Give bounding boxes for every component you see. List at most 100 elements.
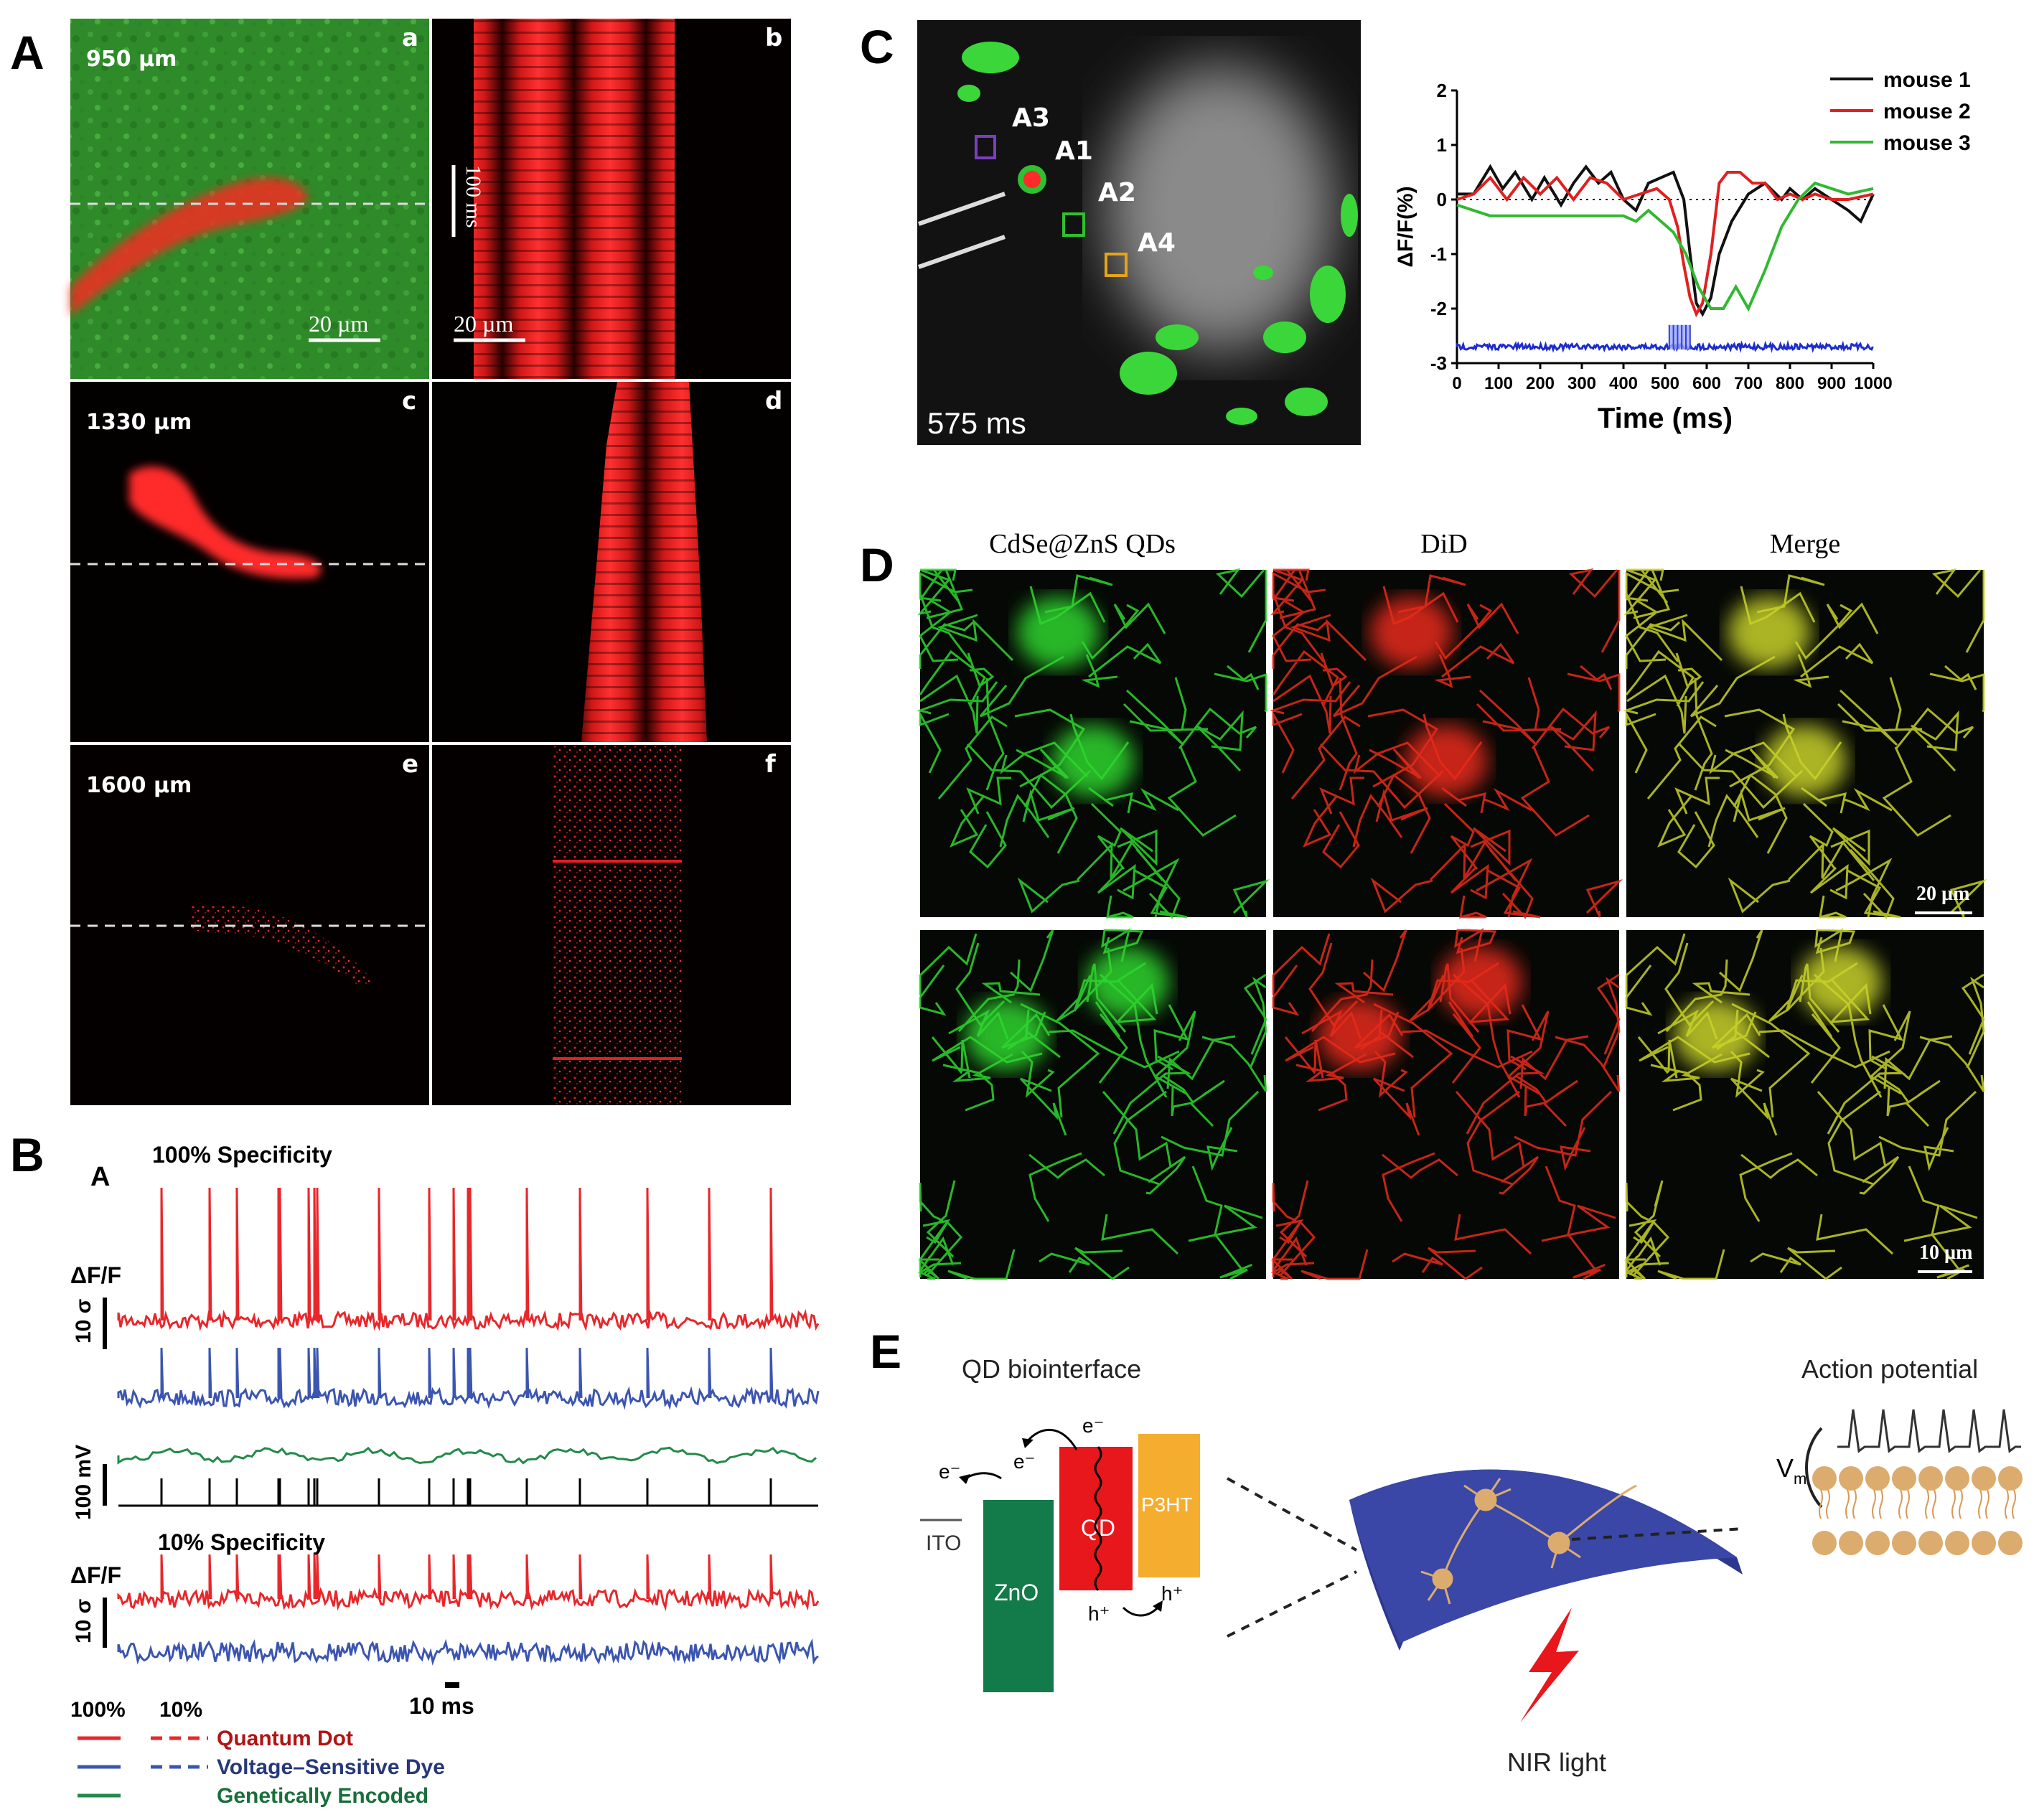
zno-label: ZnO: [994, 1580, 1039, 1605]
image-a-vessel: [70, 177, 309, 316]
lipid-head-top: [1865, 1466, 1890, 1491]
roi-label-a1: A1: [1055, 136, 1093, 166]
p3ht-label: P3HT: [1141, 1493, 1193, 1516]
time-stamp: 575 ms: [927, 406, 1026, 440]
title-10-specificity: 10% Specificity: [158, 1529, 325, 1555]
image-d-cell-body: [1728, 596, 1812, 669]
sigma-label-bottom: 10 σ: [72, 1599, 95, 1643]
hole-label-qd: h⁺: [1088, 1603, 1110, 1625]
photon-squiggle: [1094, 1446, 1102, 1591]
trace-genetically-encoded: [117, 1446, 817, 1465]
image-d-cell-body: [1405, 725, 1488, 797]
panel-e: E QD biointerface Action potential ITO Z…: [870, 1325, 2023, 1777]
image-c-vessel: [129, 466, 322, 579]
chart-c-y-tick-label: 1: [1437, 134, 1447, 156]
electron-label-ito: e⁻: [939, 1460, 960, 1483]
neurons-on-substrate: [1420, 1478, 1637, 1605]
lightning-icon: [1520, 1608, 1579, 1722]
chart-c-legend-label: mouse 1: [1883, 68, 1971, 92]
chart-c-x-tick-label: 200: [1526, 374, 1555, 393]
chart-c-series-mouse-1: [1457, 164, 1875, 317]
chart-c-x-tick-label: 0: [1452, 374, 1461, 393]
chart-c-y-tick-label: -2: [1430, 298, 1447, 319]
electron-ito-arrowhead: [959, 1474, 970, 1484]
legend: Quantum Dot Voltage–Sensitive Dye Geneti…: [78, 1727, 445, 1808]
image-d-cell-body: [1439, 946, 1523, 1018]
action-potential-trace: [1837, 1409, 2021, 1453]
roi-label-a4: A4: [1138, 228, 1176, 258]
mv-label: 100 mV: [72, 1445, 95, 1520]
panel-label-b: B: [10, 1128, 44, 1181]
chart-c-x-tick-label: 400: [1609, 374, 1638, 393]
chart-c-x-tick-label: 300: [1567, 374, 1596, 393]
image-d-qds-row2: [917, 927, 1267, 1280]
chart-c-x-tick-label: 600: [1692, 374, 1721, 393]
vm-subscript: m: [1794, 1470, 1806, 1488]
lipid-head-bottom: [1918, 1531, 1943, 1555]
chart-c-y-tick-label: -3: [1430, 352, 1447, 374]
depth-label-e: 1600 µm: [86, 773, 192, 798]
lipid-tail: [1925, 1489, 1936, 1519]
lipid-tail: [1978, 1489, 1990, 1519]
trace-voltage-dye-10: [117, 1638, 819, 1666]
title-100-specificity: 100% Specificity: [152, 1142, 332, 1168]
image-c-activation-spots: [957, 42, 1358, 425]
chart-c-x-label: Time (ms): [1598, 403, 1733, 434]
lipid-head-top: [1892, 1466, 1916, 1491]
chart-c-series-mouse-2: [1456, 171, 1874, 318]
image-d-linescan: [581, 382, 707, 742]
lipid-tail: [1845, 1489, 1857, 1519]
legend-label-quantum-dot: Quantum Dot: [217, 1727, 353, 1750]
projection-line-upper: [1227, 1477, 1357, 1552]
hole-label-p3ht: h⁺: [1161, 1582, 1183, 1605]
legend-label-genetically-encoded: Genetically Encoded: [217, 1784, 428, 1808]
electron-label-zno: e⁻: [1013, 1450, 1035, 1473]
electron-label-qd: e⁻: [1082, 1415, 1104, 1437]
chart-c-x-tick-label: 500: [1651, 374, 1679, 393]
panel-label-d: D: [860, 538, 894, 591]
chart-c-legend-label: mouse 2: [1883, 100, 1971, 123]
trace-quantum-dot-10: [117, 1554, 820, 1612]
chart-c-x-tick-label: 1000: [1854, 374, 1892, 393]
time-scale-label: 10 ms: [409, 1693, 474, 1719]
lipid-tail: [1951, 1489, 1963, 1519]
title-qd-bioInterface: QD biointerface: [962, 1354, 1141, 1384]
ito-label: ITO: [926, 1531, 961, 1555]
nir-light-label: NIR light: [1507, 1748, 1606, 1777]
chart-c-x-tick-label: 700: [1734, 374, 1763, 393]
image-d-merge-row2: [1624, 927, 1985, 1280]
image-d-did-row1: [1269, 568, 1623, 919]
roi-a3: [975, 135, 996, 159]
vm-label: Vm: [1776, 1453, 1806, 1488]
chart-c-y-tick-label: 0: [1437, 189, 1447, 210]
scale-label-a: 20 µm: [309, 311, 368, 337]
chart-c-y-label: ΔF/F(%): [1394, 186, 1417, 267]
image-d-dendrites: [1622, 568, 1987, 919]
lipid-head-bottom: [1998, 1531, 2023, 1555]
lipid-tail: [1898, 1489, 1910, 1519]
chart-c-y-tick-label: -1: [1430, 243, 1447, 265]
vm-bracket: [1805, 1427, 1823, 1509]
lipid-head-top: [1839, 1466, 1863, 1491]
panel-a: A 950 µm 1330 µm 1600 µm a b c d e f: [10, 19, 791, 1105]
scale-label-d-bottom: 10 µm: [1919, 1242, 1972, 1264]
inner-label: A: [90, 1162, 110, 1192]
depth-label-c: 1330 µm: [86, 410, 192, 435]
image-d-cell-body: [1051, 725, 1135, 797]
scale-label-d-top: 20 µm: [1916, 883, 1969, 905]
image-d-merge-row1: [1622, 568, 1987, 919]
image-d-dendrites: [917, 927, 1267, 1280]
hole-transfer-arrow: [1122, 1605, 1161, 1617]
image-d-dendrites: [1624, 927, 1985, 1280]
image-d-qds-row1: [916, 568, 1270, 919]
lipid-head-bottom: [1865, 1531, 1890, 1555]
lipid-tail: [2005, 1489, 2016, 1519]
scale-label-b-space: 20 µm: [454, 311, 513, 337]
panel-label-c: C: [860, 20, 894, 73]
image-f-linescan: [553, 746, 682, 1105]
image-d-dendrites: [1270, 927, 1621, 1280]
panel-b: B A 100% Specificity 10% Specificity ΔF/…: [10, 1128, 820, 1808]
electron-transfer-arrow: [1025, 1428, 1078, 1450]
trace-ground-truth-spikes: [118, 1478, 818, 1507]
roi-a4: [1105, 253, 1128, 277]
